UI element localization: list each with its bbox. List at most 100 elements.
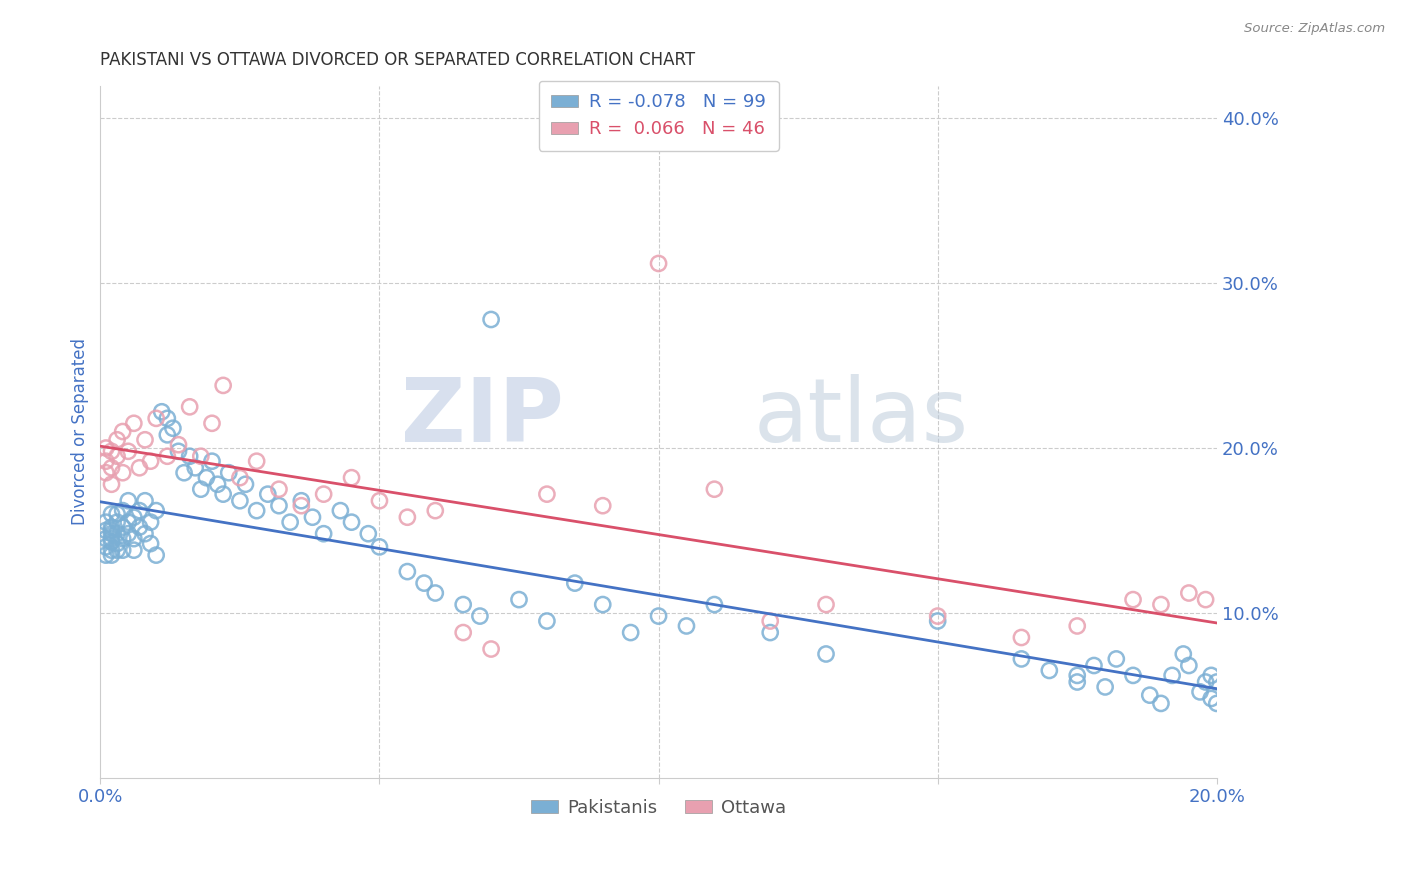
- Pakistanis: [190, 482, 212, 496]
- Pakistanis: [179, 449, 201, 463]
- Pakistanis: [100, 532, 122, 546]
- Pakistanis: [139, 515, 162, 529]
- Pakistanis: [100, 526, 122, 541]
- Pakistanis: [1178, 658, 1201, 673]
- Ottawa: [117, 444, 139, 458]
- Pakistanis: [134, 526, 156, 541]
- Ottawa: [190, 449, 212, 463]
- Pakistanis: [703, 598, 725, 612]
- Pakistanis: [451, 598, 474, 612]
- Pakistanis: [105, 507, 128, 521]
- Pakistanis: [122, 532, 145, 546]
- Pakistanis: [195, 471, 218, 485]
- Ottawa: [451, 625, 474, 640]
- Pakistanis: [479, 312, 502, 326]
- Pakistanis: [647, 609, 669, 624]
- Pakistanis: [927, 614, 949, 628]
- Ottawa: [592, 499, 614, 513]
- Pakistanis: [1066, 675, 1088, 690]
- Pakistanis: [1205, 675, 1227, 690]
- Ottawa: [94, 454, 117, 468]
- Pakistanis: [620, 625, 643, 640]
- Pakistanis: [167, 444, 190, 458]
- Pakistanis: [100, 548, 122, 562]
- Pakistanis: [134, 493, 156, 508]
- Pakistanis: [1094, 680, 1116, 694]
- Pakistanis: [105, 526, 128, 541]
- Pakistanis: [122, 510, 145, 524]
- Pakistanis: [117, 526, 139, 541]
- Pakistanis: [290, 493, 312, 508]
- Ottawa: [167, 438, 190, 452]
- Pakistanis: [212, 487, 235, 501]
- Pakistanis: [1199, 691, 1222, 706]
- Pakistanis: [759, 625, 782, 640]
- Pakistanis: [468, 609, 491, 624]
- Pakistanis: [100, 507, 122, 521]
- Pakistanis: [675, 619, 697, 633]
- Pakistanis: [173, 466, 195, 480]
- Pakistanis: [207, 477, 229, 491]
- Ottawa: [212, 378, 235, 392]
- Pakistanis: [162, 421, 184, 435]
- Pakistanis: [1150, 697, 1173, 711]
- Pakistanis: [100, 543, 122, 558]
- Pakistanis: [218, 466, 240, 480]
- Pakistanis: [1173, 647, 1195, 661]
- Pakistanis: [229, 493, 252, 508]
- Ottawa: [139, 454, 162, 468]
- Ottawa: [312, 487, 335, 501]
- Pakistanis: [111, 520, 134, 534]
- Pakistanis: [128, 520, 150, 534]
- Pakistanis: [1189, 685, 1212, 699]
- Ottawa: [156, 449, 179, 463]
- Text: atlas: atlas: [754, 375, 969, 461]
- Ottawa: [105, 449, 128, 463]
- Pakistanis: [235, 477, 257, 491]
- Pakistanis: [156, 411, 179, 425]
- Pakistanis: [139, 536, 162, 550]
- Text: PAKISTANI VS OTTAWA DIVORCED OR SEPARATED CORRELATION CHART: PAKISTANI VS OTTAWA DIVORCED OR SEPARATE…: [100, 51, 696, 69]
- Pakistanis: [117, 493, 139, 508]
- Pakistanis: [425, 586, 447, 600]
- Pakistanis: [1010, 652, 1032, 666]
- Pakistanis: [1205, 697, 1227, 711]
- Pakistanis: [100, 520, 122, 534]
- Pakistanis: [94, 532, 117, 546]
- Pakistanis: [312, 526, 335, 541]
- Pakistanis: [1083, 658, 1105, 673]
- Ottawa: [229, 471, 252, 485]
- Pakistanis: [329, 503, 352, 517]
- Ottawa: [122, 417, 145, 431]
- Ottawa: [396, 510, 419, 524]
- Pakistanis: [1122, 668, 1144, 682]
- Ottawa: [536, 487, 558, 501]
- Ottawa: [290, 499, 312, 513]
- Pakistanis: [592, 598, 614, 612]
- Ottawa: [1194, 592, 1216, 607]
- Ottawa: [100, 477, 122, 491]
- Ottawa: [105, 433, 128, 447]
- Pakistanis: [94, 540, 117, 554]
- Legend: Pakistanis, Ottawa: Pakistanis, Ottawa: [524, 791, 793, 824]
- Ottawa: [425, 503, 447, 517]
- Pakistanis: [94, 548, 117, 562]
- Ottawa: [94, 441, 117, 455]
- Pakistanis: [111, 532, 134, 546]
- Pakistanis: [100, 524, 122, 538]
- Pakistanis: [145, 503, 167, 517]
- Pakistanis: [122, 543, 145, 558]
- Ottawa: [100, 460, 122, 475]
- Pakistanis: [536, 614, 558, 628]
- Ottawa: [1066, 619, 1088, 633]
- Ottawa: [134, 433, 156, 447]
- Pakistanis: [94, 515, 117, 529]
- Pakistanis: [1139, 688, 1161, 702]
- Ottawa: [111, 425, 134, 439]
- Ottawa: [1010, 631, 1032, 645]
- Y-axis label: Divorced or Separated: Divorced or Separated: [72, 338, 89, 525]
- Pakistanis: [413, 576, 436, 591]
- Pakistanis: [184, 460, 207, 475]
- Pakistanis: [508, 592, 530, 607]
- Pakistanis: [396, 565, 419, 579]
